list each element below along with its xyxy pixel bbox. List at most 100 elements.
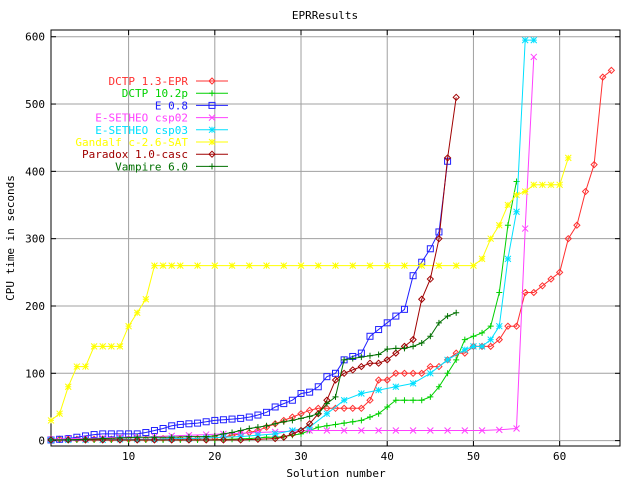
data-point xyxy=(357,362,366,371)
legend-marker xyxy=(208,150,216,158)
data-point xyxy=(564,154,572,162)
data-point xyxy=(443,154,452,162)
legend-marker xyxy=(209,90,215,97)
data-point xyxy=(349,366,357,374)
data-point xyxy=(504,222,511,229)
data-point xyxy=(409,369,417,378)
legend-marker xyxy=(209,163,215,170)
data-point xyxy=(341,420,348,427)
data-point xyxy=(99,435,106,442)
data-point xyxy=(245,413,253,421)
data-point xyxy=(418,262,426,269)
data-point xyxy=(573,221,581,229)
data-point xyxy=(418,397,425,404)
data-point xyxy=(539,181,546,189)
data-point xyxy=(150,427,158,435)
data-point xyxy=(392,369,400,378)
data-point xyxy=(427,333,434,340)
y-tick-label: 600 xyxy=(25,31,45,44)
data-point xyxy=(479,329,486,336)
data-point xyxy=(513,191,520,199)
data-point xyxy=(297,389,305,397)
x-tick-label: 10 xyxy=(122,450,135,463)
data-point xyxy=(56,410,63,418)
data-point xyxy=(332,369,339,377)
series-group xyxy=(47,36,616,444)
data-point xyxy=(444,313,451,320)
data-point xyxy=(435,262,443,269)
data-point xyxy=(142,295,150,303)
data-point xyxy=(349,262,357,269)
series-line xyxy=(51,97,457,441)
data-point xyxy=(133,309,141,317)
series-5 xyxy=(47,154,572,424)
data-point xyxy=(305,420,314,428)
data-point xyxy=(151,262,158,269)
data-point xyxy=(400,369,409,378)
data-point xyxy=(254,431,262,439)
data-point xyxy=(280,433,288,441)
data-point xyxy=(297,426,305,435)
data-point xyxy=(237,427,244,434)
data-point xyxy=(341,356,348,363)
data-point xyxy=(495,221,503,229)
data-point xyxy=(599,73,607,81)
data-point xyxy=(332,262,339,269)
data-point xyxy=(168,434,175,441)
data-point xyxy=(530,36,538,44)
data-point xyxy=(185,420,193,428)
legend-label: Gandalf c-2.6-SAT xyxy=(75,136,188,149)
data-point xyxy=(47,417,55,424)
data-point xyxy=(202,418,210,426)
data-point xyxy=(487,323,494,330)
data-point xyxy=(470,262,477,269)
data-point xyxy=(409,380,417,387)
data-point xyxy=(176,262,184,269)
data-point xyxy=(392,312,400,320)
data-point xyxy=(564,234,572,243)
x-tick-label: 20 xyxy=(208,450,221,463)
data-point xyxy=(383,262,391,269)
legend-marker xyxy=(208,138,216,146)
data-point xyxy=(392,427,400,434)
data-point xyxy=(470,333,477,340)
data-point xyxy=(375,410,382,417)
data-point xyxy=(323,400,330,407)
data-point xyxy=(366,396,374,404)
data-point xyxy=(340,404,348,413)
data-point xyxy=(504,201,512,209)
data-point xyxy=(478,343,486,350)
data-point xyxy=(323,373,331,381)
data-point xyxy=(453,356,460,363)
data-point xyxy=(410,343,417,350)
legend-label: E-SETHEO csp03 xyxy=(95,124,188,137)
data-point xyxy=(349,355,356,362)
data-point xyxy=(383,376,391,384)
legend-marker xyxy=(208,114,216,121)
data-point xyxy=(366,332,374,340)
data-point xyxy=(435,383,442,390)
data-point xyxy=(159,424,167,432)
data-point xyxy=(366,359,374,367)
data-point xyxy=(521,36,529,44)
data-point xyxy=(383,319,391,327)
data-point xyxy=(323,427,331,434)
data-point xyxy=(272,420,279,427)
data-point xyxy=(426,275,435,283)
y-tick-label: 100 xyxy=(25,367,45,380)
data-point xyxy=(305,406,314,415)
data-point xyxy=(547,275,555,283)
data-point xyxy=(374,359,383,367)
legend-label: DCTP 10.2p xyxy=(122,87,188,100)
data-point xyxy=(504,322,512,330)
data-point xyxy=(392,349,400,357)
data-point xyxy=(513,208,520,216)
data-point xyxy=(263,408,271,416)
data-point xyxy=(254,435,262,443)
series-7 xyxy=(48,309,460,443)
data-point xyxy=(366,262,374,269)
data-point xyxy=(530,181,538,189)
data-point xyxy=(374,376,383,384)
